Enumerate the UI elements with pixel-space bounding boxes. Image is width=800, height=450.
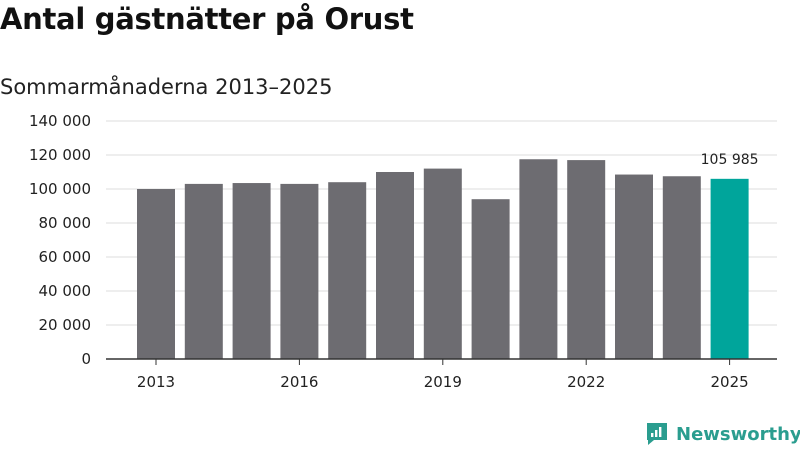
chart-subtitle: Sommarmånaderna 2013–2025 bbox=[0, 75, 333, 99]
bar-2021 bbox=[519, 159, 558, 359]
bar-2018 bbox=[376, 172, 414, 359]
x-tick-label: 2013 bbox=[137, 373, 175, 391]
y-tick-label: 80 000 bbox=[39, 214, 92, 232]
bar-2013 bbox=[137, 189, 175, 359]
y-tick-label: 20 000 bbox=[39, 316, 92, 334]
x-tick-label: 2019 bbox=[424, 373, 462, 391]
bar-2017 bbox=[328, 182, 367, 359]
bar-2023 bbox=[615, 174, 653, 359]
chart-title: Antal gästnätter på Orust bbox=[0, 2, 414, 36]
y-tick-label: 60 000 bbox=[39, 248, 92, 266]
brand-name: Newsworthy bbox=[676, 423, 800, 445]
y-tick-label: 0 bbox=[81, 350, 91, 368]
data-label: 105 985 bbox=[701, 152, 759, 168]
x-tick-label: 2016 bbox=[280, 373, 318, 391]
y-tick-label: 100 000 bbox=[29, 180, 91, 198]
y-tick-label: 140 000 bbox=[29, 112, 91, 130]
bar-2015 bbox=[232, 183, 271, 359]
bar-2020 bbox=[471, 199, 510, 359]
brand-logo: Newsworthy bbox=[644, 421, 800, 447]
x-tick-label: 2025 bbox=[711, 373, 749, 391]
y-tick-label: 40 000 bbox=[39, 282, 92, 300]
bar-2014 bbox=[184, 183, 223, 359]
bar-2024 bbox=[662, 176, 701, 359]
bar-2025 bbox=[710, 178, 749, 359]
x-tick-label: 2022 bbox=[567, 373, 605, 391]
newsworthy-logo-icon bbox=[647, 423, 667, 445]
bar-2016 bbox=[280, 183, 319, 359]
y-tick-label: 120 000 bbox=[29, 146, 91, 164]
bar-2022 bbox=[567, 160, 606, 359]
bar-2019 bbox=[423, 168, 462, 359]
